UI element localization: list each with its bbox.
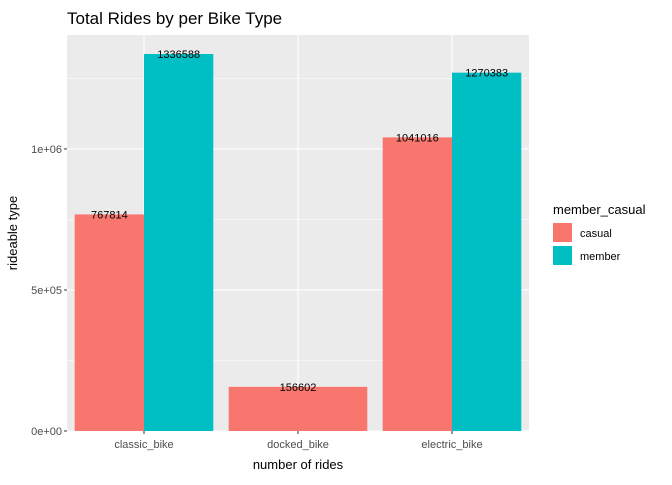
y-tick-label: 5e+05 <box>31 285 62 297</box>
x-tick-label: electric_bike <box>421 439 482 451</box>
axes: 0e+00 5e+05 1e+06 classic_bike docked_bike el… <box>31 144 482 451</box>
bar-value-label: 1270383 <box>465 68 508 80</box>
chart-title: Total Rides by per Bike Type <box>67 9 282 28</box>
bar-value-label: 1336588 <box>157 49 200 61</box>
bar-value-label: 1041016 <box>396 132 439 144</box>
x-tick-label: docked_bike <box>267 439 329 451</box>
bar-value-label: 767814 <box>91 209 128 221</box>
y-axis-title: rideable type <box>5 196 20 270</box>
bar-casual <box>382 137 452 432</box>
y-tick-label: 0e+00 <box>31 426 62 438</box>
bar-casual <box>228 386 368 431</box>
data-labels: 767814 1336588 156602 1041016 1270383 <box>91 49 508 394</box>
bars <box>74 53 522 432</box>
bar-member <box>144 53 214 431</box>
bar-casual <box>74 214 144 431</box>
legend-key-casual <box>553 223 572 242</box>
x-tick-label: classic_bike <box>114 439 173 451</box>
legend-label-casual: casual <box>580 228 612 240</box>
y-tick-label: 1e+06 <box>31 144 62 156</box>
legend: member_casual casual member <box>553 202 646 265</box>
legend-title: member_casual <box>553 202 646 217</box>
bar-member <box>452 72 522 432</box>
x-axis-title: number of rides <box>253 457 344 472</box>
legend-key-member <box>553 246 572 265</box>
legend-label-member: member <box>580 251 621 263</box>
bar-value-label: 156602 <box>280 382 317 394</box>
